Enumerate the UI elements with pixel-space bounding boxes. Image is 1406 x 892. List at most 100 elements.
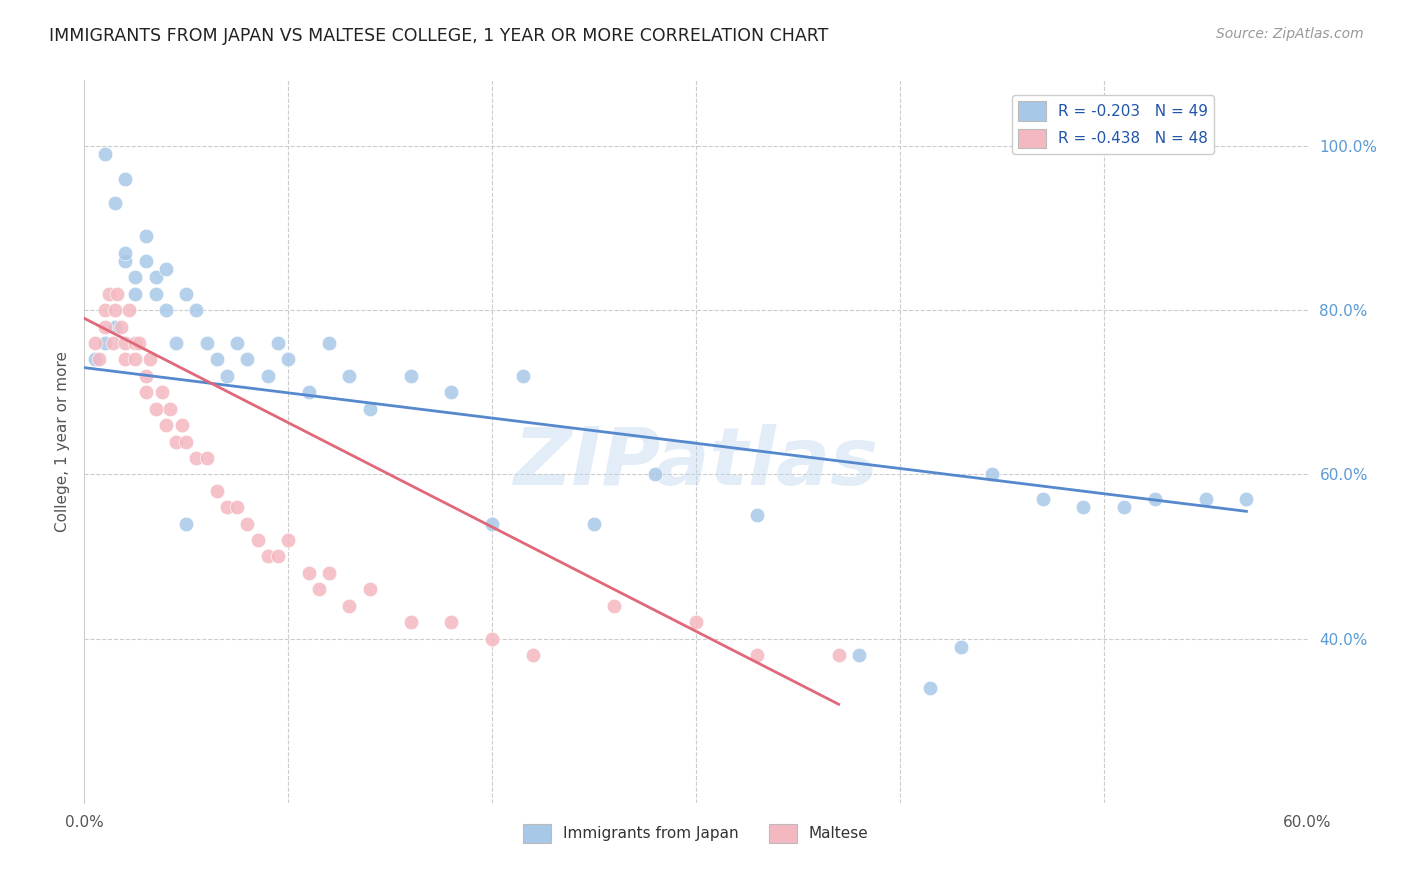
Point [114,253,136,268]
Point [308,582,330,597]
Point [87,352,110,367]
Point [1143,491,1166,506]
Point [644,467,666,482]
Point [93,147,115,161]
Point [135,229,157,244]
Point [246,533,269,547]
Point [298,385,321,400]
Point [298,566,321,580]
Point [236,516,259,531]
Point [174,434,197,449]
Point [217,368,239,383]
Point [1236,491,1258,506]
Point [104,303,127,318]
Y-axis label: College, 1 year or more: College, 1 year or more [55,351,70,532]
Point [93,303,115,318]
Point [399,368,422,383]
Point [318,336,340,351]
Point [83,336,105,351]
Point [101,336,124,351]
Point [481,632,503,646]
Point [583,516,606,531]
Point [257,368,280,383]
Point [135,368,157,383]
Point [114,245,136,260]
Point [155,303,177,318]
Point [150,385,173,400]
Point [83,352,105,367]
Point [114,352,136,367]
Point [848,648,870,662]
Point [1114,500,1136,515]
Point [159,401,181,416]
Point [124,352,146,367]
Point [440,615,463,630]
Point [135,253,157,268]
Point [105,286,128,301]
Point [138,352,160,367]
Point [277,352,299,367]
Point [318,566,340,580]
Point [114,171,136,186]
Point [93,336,115,351]
Point [135,385,157,400]
Point [217,500,239,515]
Point [165,434,187,449]
Point [1195,491,1218,506]
Point [747,508,769,523]
Legend: Immigrants from Japan, Maltese: Immigrants from Japan, Maltese [517,817,875,849]
Point [920,681,942,695]
Point [124,270,146,285]
Point [359,401,381,416]
Point [186,303,208,318]
Point [257,549,280,564]
Point [93,319,115,334]
Point [828,648,851,662]
Point [124,336,146,351]
Point [685,615,707,630]
Point [195,450,218,465]
Point [174,286,197,301]
Point [359,582,381,597]
Point [267,336,290,351]
Point [155,418,177,433]
Point [747,648,769,662]
Point [124,286,146,301]
Point [97,286,120,301]
Point [205,483,228,498]
Point [339,368,361,383]
Point [128,336,150,351]
Point [440,385,463,400]
Point [205,352,228,367]
Point [145,270,167,285]
Point [277,533,299,547]
Point [145,401,167,416]
Text: Source: ZipAtlas.com: Source: ZipAtlas.com [1216,27,1364,41]
Point [236,352,259,367]
Point [195,336,218,351]
Point [186,450,208,465]
Point [1032,491,1054,506]
Point [1073,500,1095,515]
Point [522,648,544,662]
Point [512,368,534,383]
Point [399,615,422,630]
Point [104,319,127,334]
Point [226,336,249,351]
Point [110,319,132,334]
Point [603,599,626,613]
Point [165,336,187,351]
Point [145,286,167,301]
Point [226,500,249,515]
Text: ZIPatlas: ZIPatlas [513,425,879,502]
Point [950,640,973,654]
Point [155,262,177,277]
Text: IMMIGRANTS FROM JAPAN VS MALTESE COLLEGE, 1 YEAR OR MORE CORRELATION CHART: IMMIGRANTS FROM JAPAN VS MALTESE COLLEGE… [49,27,828,45]
Point [172,418,194,433]
Point [174,516,197,531]
Point [114,336,136,351]
Point [118,303,141,318]
Point [339,599,361,613]
Point [267,549,290,564]
Point [104,196,127,211]
